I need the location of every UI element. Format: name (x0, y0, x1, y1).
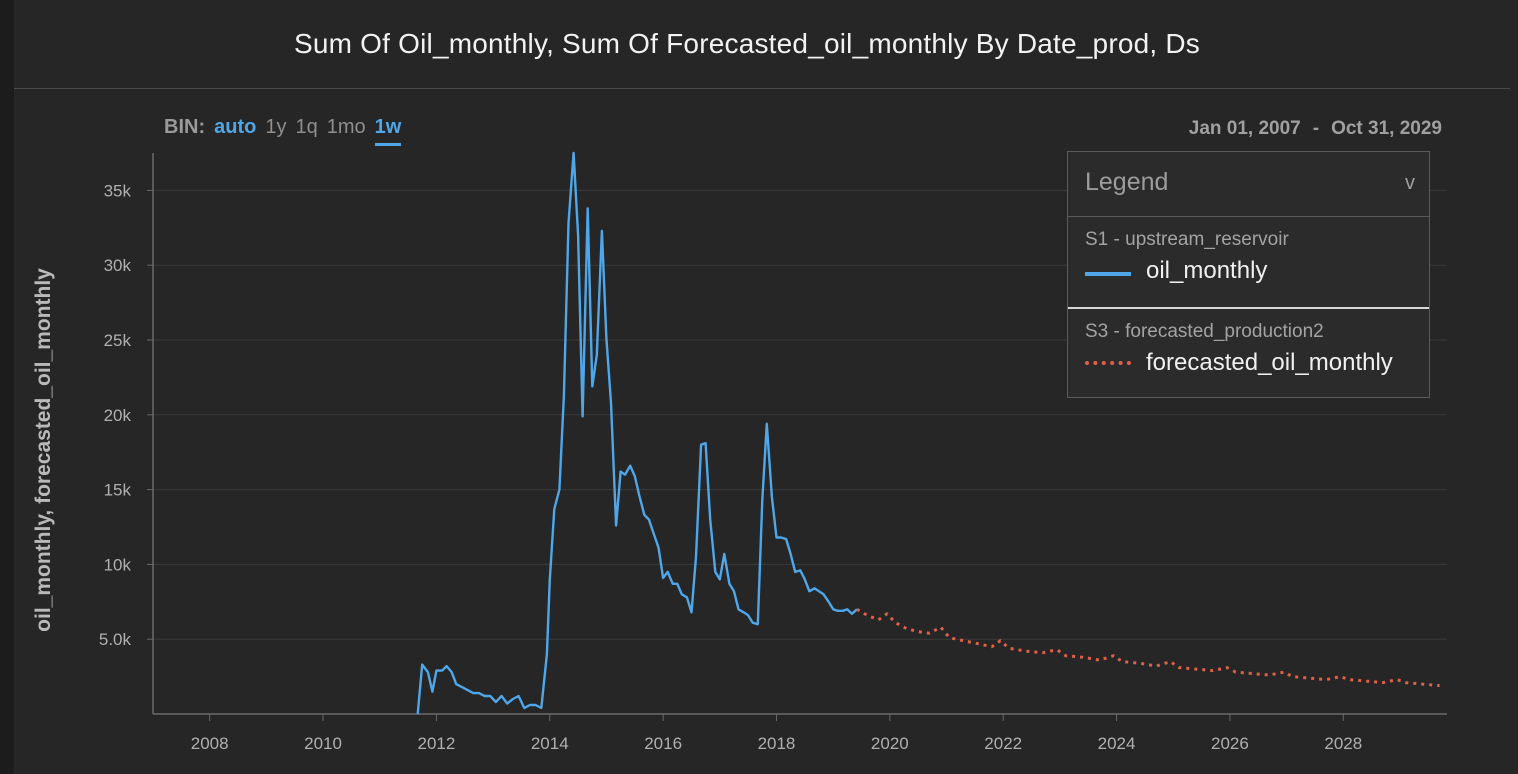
y-tick-label: 30k (104, 256, 132, 275)
date-range-separator: - (1312, 118, 1320, 139)
date-range-end: Oct 31, 2029 (1331, 118, 1442, 139)
legend-series-name: oil_monthly (1146, 257, 1268, 284)
y-tick-label: 10k (104, 555, 132, 574)
legend-swatch-forecast (1085, 361, 1131, 365)
x-tick-label: 2020 (871, 734, 909, 753)
legend-group-oil[interactable]: S1 - upstream_reservoir oil_monthly (1068, 217, 1429, 309)
bin-option-1mo[interactable]: 1mo (326, 116, 366, 138)
legend-group-forecast[interactable]: S3 - forecasted_production2 forecasted_o… (1068, 309, 1429, 399)
x-tick-label: 2028 (1324, 734, 1362, 753)
bin-label: BIN: (164, 116, 206, 138)
y-tick-label: 25k (104, 331, 132, 350)
x-tick-label: 2022 (984, 734, 1022, 753)
x-tick-label: 2014 (531, 734, 569, 753)
date-range-start: Jan 01, 2007 (1188, 118, 1301, 139)
chevron-down-icon[interactable]: v (1405, 172, 1415, 194)
bin-option-1y[interactable]: 1y (265, 116, 287, 138)
bin-option-1q[interactable]: 1q (295, 116, 318, 138)
title-bar: Sum Of Oil_monthly, Sum Of Forecasted_oi… (14, 0, 1510, 89)
legend-header[interactable]: Legend v (1068, 152, 1429, 217)
x-tick-label: 2010 (304, 734, 342, 753)
x-tick-label: 2012 (417, 734, 455, 753)
legend-swatch-oil (1085, 272, 1131, 276)
x-tick-label: 2008 (191, 734, 229, 753)
x-tick-label: 2016 (644, 734, 682, 753)
legend-title: Legend (1085, 168, 1169, 196)
legend-source: S1 - upstream_reservoir (1085, 229, 1289, 250)
series-layer (416, 151, 1440, 715)
y-tick-label: 20k (104, 406, 132, 425)
series-line-forecasted-oil-monthly (856, 608, 1440, 688)
y-tick-label: 15k (104, 481, 132, 500)
legend-series-name: forecasted_oil_monthly (1146, 349, 1393, 376)
date-range[interactable]: Jan 01, 2007- Oct 31, 2029 (1189, 118, 1442, 140)
x-tick-label: 2024 (1098, 734, 1136, 753)
bin-selector: BIN: auto 1y 1q 1mo 1w (164, 116, 410, 148)
bin-option-auto[interactable]: auto (214, 116, 257, 138)
x-tick-label: 2018 (758, 734, 796, 753)
y-tick-label: 5.0k (99, 630, 132, 649)
legend: Legend v S1 - upstream_reservoir oil_mon… (1067, 151, 1430, 398)
legend-source: S3 - forecasted_production2 (1085, 321, 1324, 342)
bin-option-1w[interactable]: 1w (374, 116, 402, 146)
axes: 5.0k 10k 15k 20k 25k 30k 35k 2008 2010 2012 2014 20… (99, 153, 1447, 753)
chart-title: Sum Of Oil_monthly, Sum Of Forecasted_oi… (294, 28, 1200, 59)
x-tick-label: 2026 (1211, 734, 1249, 753)
series-line-oil-monthly (416, 151, 858, 715)
y-tick-label: 35k (104, 181, 132, 200)
